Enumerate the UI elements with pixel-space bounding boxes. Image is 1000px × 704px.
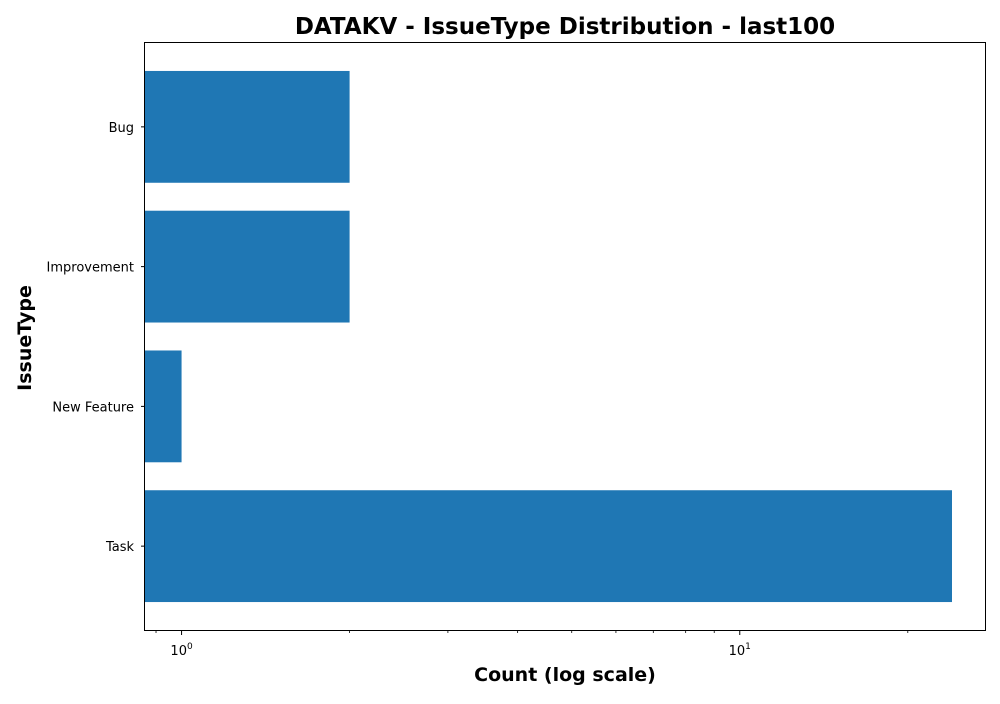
plot-frame [144,42,986,631]
y-tick-label: Task [105,540,135,555]
y-tick-label: Improvement [47,261,134,276]
y-axis-ticks: Bug Improvement New Feature Task [47,121,145,555]
bar-bug [145,70,350,183]
y-axis-label: IssueType [14,285,36,391]
bars-layer [145,70,952,603]
bar-improvement [145,210,350,323]
bar-new-feature [145,350,182,463]
y-tick-label: New Feature [52,400,134,415]
y-tick-label: Bug [109,121,134,136]
bar-task [145,490,952,603]
chart-title: DATAKV - IssueType Distribution - last10… [295,14,835,40]
x-axis-ticks: 100 101 [155,630,909,659]
x-tick-label: 100 [170,642,193,659]
x-axis-label: Count (log scale) [474,664,656,686]
x-tick-label: 101 [729,642,751,659]
